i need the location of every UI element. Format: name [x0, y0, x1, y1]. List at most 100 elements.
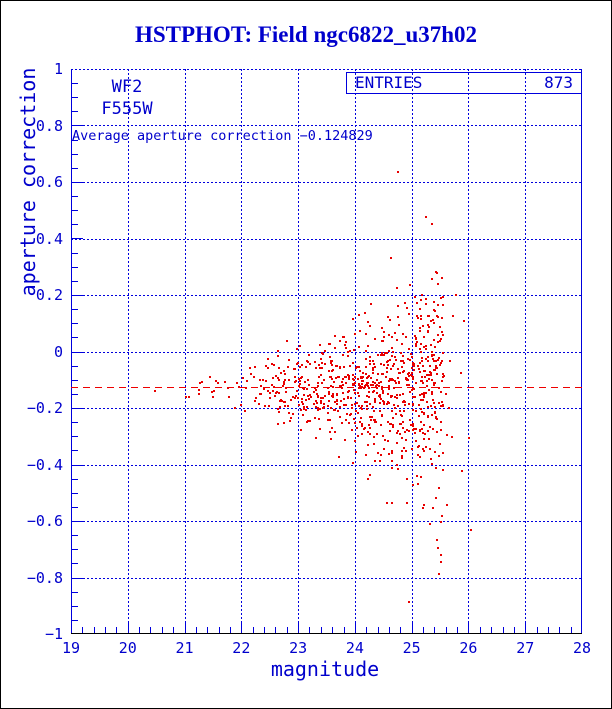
- data-point: [451, 436, 453, 438]
- data-point: [438, 573, 440, 575]
- data-point: [295, 395, 297, 397]
- data-point: [422, 399, 424, 401]
- data-point: [185, 396, 187, 398]
- data-point: [422, 507, 424, 509]
- data-point: [388, 380, 390, 382]
- data-point: [334, 347, 336, 349]
- data-point: [437, 359, 439, 361]
- data-point: [411, 367, 413, 369]
- data-point: [327, 412, 329, 414]
- y-tick-label: 1: [53, 60, 63, 78]
- data-point: [441, 331, 443, 333]
- data-point: [415, 382, 417, 384]
- data-point: [330, 407, 332, 409]
- data-point: [347, 396, 349, 398]
- data-point: [431, 414, 433, 416]
- x-tick-label: 28: [572, 639, 592, 657]
- data-point: [417, 454, 419, 456]
- data-point: [352, 362, 354, 364]
- data-point: [316, 402, 318, 404]
- data-point: [433, 339, 435, 341]
- data-point: [439, 364, 441, 366]
- data-point: [423, 336, 425, 338]
- data-point: [442, 452, 444, 454]
- data-point: [278, 367, 280, 369]
- data-point: [452, 315, 454, 317]
- data-point: [242, 377, 244, 379]
- data-point: [422, 325, 424, 327]
- data-point: [442, 373, 444, 375]
- data-point: [424, 370, 426, 372]
- data-point: [317, 385, 319, 387]
- data-point: [358, 366, 360, 368]
- data-point: [351, 429, 353, 431]
- data-point: [395, 413, 397, 415]
- data-point: [383, 331, 385, 333]
- data-point: [342, 378, 344, 380]
- data-point: [317, 382, 319, 384]
- data-point: [309, 363, 311, 365]
- data-point: [381, 414, 383, 416]
- data-point: [386, 367, 388, 369]
- data-point: [283, 422, 285, 424]
- x-tick-label: 23: [289, 639, 308, 657]
- data-point: [411, 372, 413, 374]
- data-point: [440, 297, 442, 299]
- data-point: [414, 432, 416, 434]
- data-point: [267, 390, 269, 392]
- data-point: [356, 402, 358, 404]
- data-point: [278, 411, 280, 413]
- data-point: [412, 403, 414, 405]
- data-point: [297, 362, 299, 364]
- data-point: [350, 397, 352, 399]
- data-point: [438, 357, 440, 359]
- data-point: [250, 373, 252, 375]
- data-point: [328, 370, 330, 372]
- data-point: [416, 475, 418, 477]
- data-point: [407, 373, 409, 375]
- data-point: [342, 354, 344, 356]
- data-point: [405, 439, 407, 441]
- data-point: [470, 529, 472, 531]
- data-point: [269, 397, 271, 399]
- data-point: [381, 386, 383, 388]
- data-point: [367, 431, 369, 433]
- data-point: [425, 303, 427, 305]
- data-point: [366, 395, 368, 397]
- data-point: [449, 360, 451, 362]
- data-point: [198, 389, 200, 391]
- data-point: [352, 462, 354, 464]
- data-point: [369, 360, 371, 362]
- data-point: [284, 373, 286, 375]
- data-point: [441, 380, 443, 382]
- data-point: [416, 315, 418, 317]
- data-point: [282, 385, 284, 387]
- data-point: [400, 360, 402, 362]
- data-point: [421, 411, 423, 413]
- data-point: [436, 431, 438, 433]
- data-point: [372, 384, 374, 386]
- data-point: [408, 384, 410, 386]
- data-point: [433, 354, 435, 356]
- data-point: [408, 601, 410, 603]
- data-point: [238, 386, 240, 388]
- data-point: [211, 391, 213, 393]
- data-point: [288, 379, 290, 381]
- data-point: [362, 376, 364, 378]
- data-point: [377, 373, 379, 375]
- data-point: [320, 402, 322, 404]
- data-point: [433, 384, 435, 386]
- data-point: [337, 376, 339, 378]
- data-point: [367, 444, 369, 446]
- data-point: [415, 343, 417, 345]
- data-point: [442, 405, 444, 407]
- data-point: [372, 369, 374, 371]
- data-point: [423, 392, 425, 394]
- data-point: [292, 396, 294, 398]
- data-point: [319, 344, 321, 346]
- data-point: [263, 388, 265, 390]
- data-point: [418, 415, 420, 417]
- data-point: [383, 401, 385, 403]
- data-point: [279, 406, 281, 408]
- data-point: [441, 317, 443, 319]
